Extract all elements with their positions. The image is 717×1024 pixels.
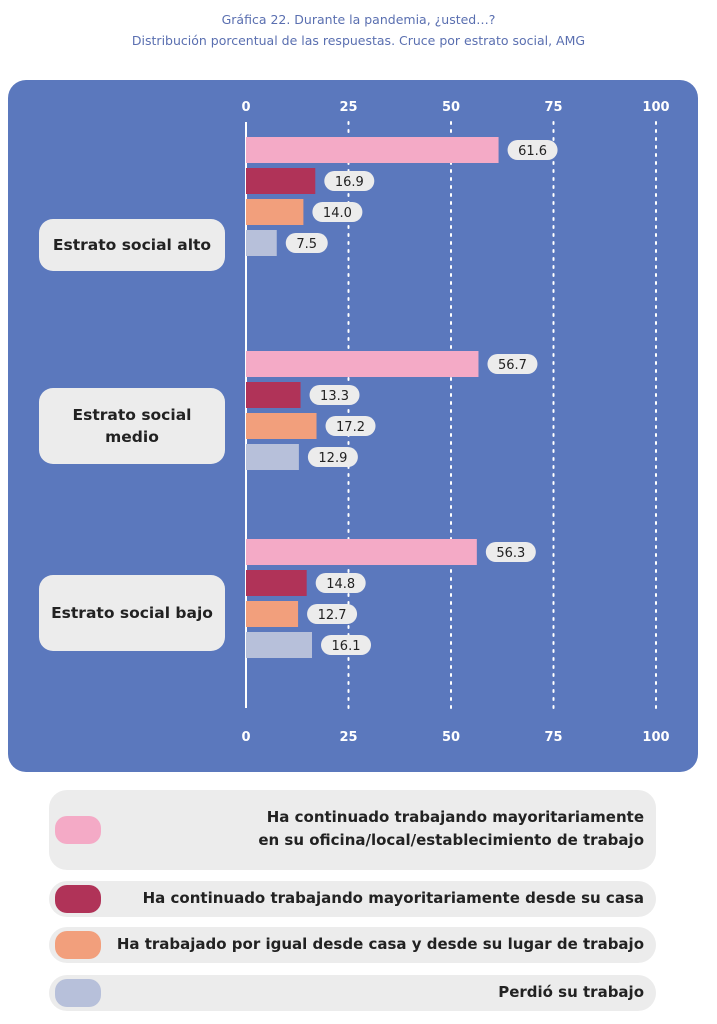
value-pill-2-2 [309, 385, 360, 405]
bar-3-2 [246, 570, 307, 596]
legend-label-casa: Ha continuado trabajando mayoritariament… [142, 889, 644, 907]
bar-3-1 [246, 539, 477, 565]
category-label-medio-line1: Estrato social [72, 406, 192, 424]
x-tick-label-bottom-0: 0 [241, 730, 250, 745]
value-pill-2-4 [307, 447, 358, 467]
legend-item-igual: Ha trabajado por igual desde casa y desd… [49, 927, 656, 963]
legend-label-oficina-line1: Ha continuado trabajando mayoritariament… [266, 808, 644, 826]
value-label-1-4: 7.5 [296, 237, 317, 252]
category-label-alto: Estrato social alto [39, 219, 225, 271]
value-label-1-1: 61.6 [518, 144, 547, 159]
value-pill-3-3 [307, 604, 358, 624]
legend-swatch-pink [55, 816, 101, 844]
category-label-bajo-text: Estrato social bajo [51, 604, 213, 622]
value-pill-1-4 [285, 233, 328, 253]
value-pill-3-2 [315, 573, 366, 593]
x-tick-label-bottom-25: 25 [339, 730, 357, 745]
legend-item-casa: Ha continuado trabajando mayoritariament… [49, 881, 656, 917]
legend-item-perdio: Perdió su trabajo [49, 975, 656, 1011]
bar-chart: 0 0 25 25 50 50 75 75 100 100 61.6 16.9 14.0 7.5 56.7 1… [241, 100, 669, 745]
bar-2-3 [246, 413, 317, 439]
value-pill-3-1 [485, 542, 536, 562]
x-tick-label-top-50: 50 [442, 100, 460, 115]
value-label-1-2: 16.9 [335, 175, 364, 190]
category-label-medio: Estrato social medio [39, 388, 225, 464]
legend-swatch-orange [55, 931, 101, 959]
legend-label-perdio: Perdió su trabajo [498, 983, 644, 1001]
value-label-3-2: 14.8 [326, 577, 355, 592]
x-tick-label-top-75: 75 [544, 100, 562, 115]
value-label-2-3: 17.2 [336, 420, 365, 435]
x-tick-label-bottom-50: 50 [442, 730, 460, 745]
legend-label-oficina-line2: en su oficina/local/establecimiento de t… [258, 831, 644, 849]
bar-1-2 [246, 168, 316, 194]
bar-1-1 [246, 137, 499, 163]
value-pill-3-4 [321, 635, 372, 655]
x-tick-label-bottom-100: 100 [642, 730, 669, 745]
value-label-2-4: 12.9 [318, 451, 347, 466]
legend-swatch-lavender [55, 979, 101, 1007]
category-label-medio-line2: medio [105, 428, 159, 446]
value-pill-1-1 [507, 140, 558, 160]
category-label-alto-text: Estrato social alto [52, 236, 212, 254]
legend-label-oficina: Ha continuado trabajando mayoritariament… [258, 806, 644, 852]
value-pill-1-3 [312, 202, 363, 222]
value-label-2-2: 13.3 [320, 389, 349, 404]
bar-3-4 [246, 632, 313, 658]
x-tick-label-bottom-75: 75 [544, 730, 562, 745]
bar-2-2 [246, 382, 301, 408]
bar-3-3 [246, 601, 299, 627]
value-label-3-1: 56.3 [496, 546, 525, 561]
chart-subtitle: Distribución porcentual de las respuesta… [131, 33, 586, 48]
bar-2-4 [246, 444, 299, 470]
legend-swatch-crimson [55, 885, 101, 913]
value-label-1-3: 14.0 [323, 206, 352, 221]
legend-item-oficina: Ha continuado trabajando mayoritariament… [49, 790, 656, 870]
x-tick-label-top-100: 100 [642, 100, 669, 115]
value-pill-2-1 [487, 354, 538, 374]
value-pill-2-3 [325, 416, 376, 436]
value-label-3-4: 16.1 [332, 639, 361, 654]
bar-1-3 [246, 199, 304, 225]
category-label-bajo: Estrato social bajo [39, 575, 225, 651]
value-pill-1-2 [324, 171, 375, 191]
x-tick-label-top-0: 0 [241, 100, 250, 115]
x-tick-label-top-25: 25 [339, 100, 357, 115]
bar-1-4 [246, 230, 277, 256]
chart-panel: 0 0 25 25 50 50 75 75 100 100 61.6 16.9 14.0 7.5 56.7 1… [8, 80, 698, 772]
value-label-3-3: 12.7 [318, 608, 347, 623]
value-label-2-1: 56.7 [498, 358, 527, 373]
legend-label-igual: Ha trabajado por igual desde casa y desd… [116, 935, 644, 953]
chart-title: Gráfica 22. Durante la pandemia, ¿usted…… [221, 12, 496, 27]
bar-2-1 [246, 351, 479, 377]
